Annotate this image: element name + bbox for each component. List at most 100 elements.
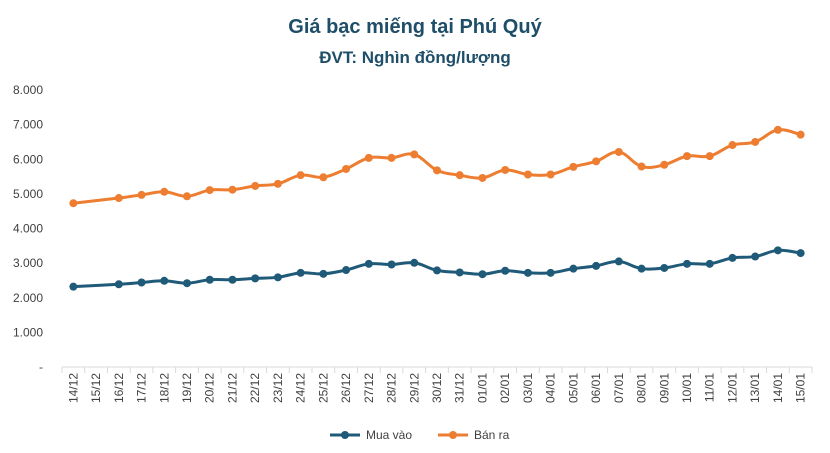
- x-tick-label: 19/12: [180, 373, 194, 403]
- x-tick-label: 22/12: [248, 373, 262, 403]
- x-tick-label: 23/12: [271, 373, 285, 403]
- x-tick-label: 17/12: [135, 373, 149, 403]
- x-tick-label: 15/01: [794, 373, 808, 403]
- data-point: [455, 171, 464, 180]
- data-point: [273, 179, 282, 188]
- data-point: [137, 190, 146, 199]
- data-point: [660, 160, 669, 169]
- legend-label: Mua vào: [366, 428, 412, 442]
- data-point: [183, 192, 191, 201]
- data-point: [546, 268, 555, 277]
- legend-marker: [449, 431, 457, 439]
- data-point: [796, 130, 805, 139]
- data-point: [69, 282, 78, 291]
- x-tick-label: 31/12: [453, 373, 467, 403]
- data-point: [273, 273, 282, 282]
- data-point: [683, 259, 691, 268]
- data-point: [501, 165, 510, 174]
- data-point: [705, 152, 714, 161]
- y-tick-label: 4.000: [13, 222, 43, 236]
- data-point: [160, 187, 169, 196]
- data-point: [319, 269, 328, 278]
- y-tick-label: 5.000: [13, 187, 43, 201]
- data-point: [114, 194, 123, 203]
- data-point: [455, 268, 464, 277]
- data-point: [319, 173, 328, 182]
- data-point: [637, 162, 646, 171]
- x-tick-label: 27/12: [362, 373, 376, 403]
- y-axis: - 1.000 2.000 3.000 4.000 5.000 6.000 7.000 8.00…: [13, 83, 43, 374]
- data-point: [569, 162, 578, 171]
- y-tick-label: 6.000: [13, 152, 43, 166]
- data-point: [614, 257, 623, 266]
- x-tick-label: 05/01: [566, 373, 580, 403]
- data-point: [387, 260, 396, 269]
- x-tick-label: 18/12: [157, 373, 171, 403]
- x-tick-label: 21/12: [225, 373, 239, 403]
- y-tick-label: 8.000: [13, 83, 43, 97]
- data-point: [751, 137, 760, 146]
- data-point: [751, 252, 760, 261]
- data-point: [546, 170, 555, 179]
- x-tick-label: 16/12: [112, 373, 126, 403]
- data-point: [342, 266, 351, 275]
- x-tick-label: 08/01: [635, 373, 649, 403]
- x-tick-label: 02/01: [498, 373, 512, 403]
- data-point: [410, 258, 419, 267]
- data-point: [637, 264, 646, 273]
- data-point: [796, 249, 805, 258]
- x-tick-label: 14/01: [771, 373, 785, 403]
- data-point: [523, 170, 532, 179]
- data-point: [296, 171, 305, 180]
- y-tick-label: -: [39, 360, 43, 374]
- plot-area: [69, 125, 805, 291]
- data-point: [364, 259, 373, 268]
- x-tick-label: 28/12: [385, 373, 399, 403]
- x-tick-label: 04/01: [544, 373, 558, 403]
- x-tick-label: 12/01: [725, 373, 739, 403]
- data-point: [296, 268, 305, 277]
- data-point: [728, 141, 737, 150]
- data-point: [705, 259, 714, 268]
- data-point: [137, 278, 146, 287]
- chart-subtitle: ĐVT: Nghìn đồng/lượng: [319, 48, 511, 67]
- data-point: [592, 261, 601, 270]
- x-tick-label: 03/01: [521, 373, 535, 403]
- x-tick-label: 09/01: [657, 373, 671, 403]
- data-point: [773, 125, 782, 134]
- x-tick-label: 07/01: [612, 373, 626, 403]
- data-point: [501, 266, 510, 275]
- data-point: [478, 173, 487, 182]
- data-point: [160, 276, 169, 285]
- data-point: [387, 153, 396, 162]
- x-tick-label: 14/12: [66, 373, 80, 403]
- x-tick-label: 25/12: [316, 373, 330, 403]
- x-tick-label: 15/12: [89, 373, 103, 403]
- y-tick-label: 2.000: [13, 291, 43, 305]
- y-tick-label: 1.000: [13, 325, 43, 339]
- y-tick-label: 3.000: [13, 256, 43, 270]
- legend-marker: [341, 431, 349, 439]
- x-tick-label: 13/01: [748, 373, 762, 403]
- data-point: [410, 150, 419, 159]
- data-point: [614, 147, 623, 156]
- chart-title: Giá bạc miếng tại Phú Quý: [288, 16, 542, 38]
- x-tick-label: 01/01: [475, 373, 489, 403]
- data-point: [205, 186, 214, 195]
- legend-label: Bán ra: [474, 428, 510, 442]
- data-point: [478, 270, 487, 279]
- data-point: [364, 153, 373, 162]
- data-point: [773, 246, 782, 255]
- data-point: [660, 263, 669, 272]
- data-point: [114, 280, 123, 289]
- data-point: [205, 275, 214, 284]
- data-point: [183, 279, 191, 288]
- data-point: [592, 157, 601, 166]
- y-tick-label: 7.000: [13, 118, 43, 132]
- x-tick-label: 11/01: [703, 373, 717, 402]
- data-point: [342, 164, 351, 173]
- x-axis: 14/12 15/12 16/12 17/12 18/12 19/12 20/12 21/12…: [61, 366, 813, 403]
- data-point: [251, 274, 260, 283]
- x-tick-label: 29/12: [407, 373, 421, 403]
